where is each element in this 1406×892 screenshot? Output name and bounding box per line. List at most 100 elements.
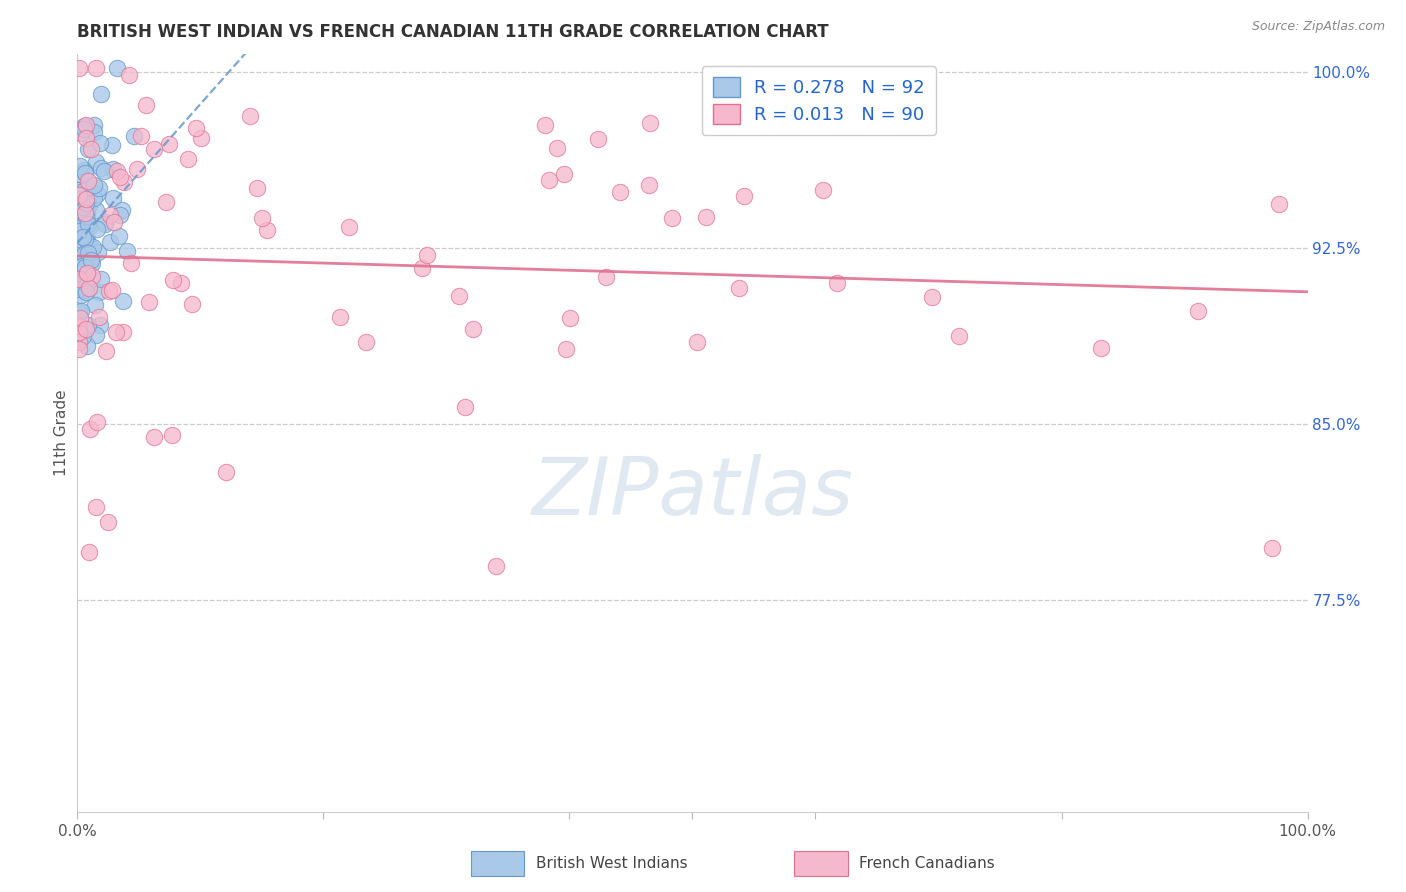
- Point: [110, 203, 132, 218]
- Point: [73, 120, 96, 134]
- Point: [337, 219, 360, 234]
- Point: [76, 277, 98, 292]
- Point: [67, 342, 90, 356]
- Point: [67, 250, 90, 264]
- Point: [67, 325, 90, 339]
- Point: [534, 118, 557, 132]
- Point: [67, 318, 90, 333]
- Point: [76, 253, 98, 268]
- Point: [72, 329, 94, 343]
- Point: [162, 273, 184, 287]
- Point: [115, 244, 138, 259]
- Text: British West Indians: British West Indians: [536, 856, 688, 871]
- Point: [546, 141, 568, 155]
- Point: [83, 125, 105, 139]
- Point: [79, 422, 101, 436]
- Point: [67, 275, 90, 289]
- Point: [921, 289, 943, 303]
- Point: [76, 142, 98, 156]
- Point: [72, 184, 94, 198]
- Point: [1261, 541, 1284, 555]
- Point: [93, 163, 115, 178]
- Point: [76, 215, 98, 229]
- Point: [67, 272, 90, 286]
- Point: [118, 68, 141, 82]
- Point: [76, 267, 98, 281]
- Point: [67, 188, 90, 202]
- Legend: R = 0.278   N = 92, R = 0.013   N = 90: R = 0.278 N = 92, R = 0.013 N = 90: [702, 66, 935, 135]
- Point: [354, 335, 377, 350]
- Point: [157, 136, 180, 151]
- Point: [72, 200, 94, 214]
- Point: [825, 276, 848, 290]
- Point: [67, 61, 90, 75]
- Point: [695, 210, 717, 224]
- Point: [79, 281, 101, 295]
- Point: [73, 194, 96, 208]
- Point: [75, 195, 97, 210]
- Point: [160, 428, 183, 442]
- Point: [96, 344, 118, 359]
- Point: [67, 333, 90, 347]
- Point: [101, 138, 124, 153]
- Point: [73, 247, 96, 261]
- Point: [87, 244, 110, 259]
- Point: [728, 281, 751, 295]
- Point: [449, 289, 471, 303]
- Point: [733, 189, 755, 203]
- Point: [72, 121, 94, 136]
- Point: [79, 219, 101, 234]
- Point: [127, 161, 149, 176]
- Point: [811, 183, 834, 197]
- Point: [67, 224, 90, 238]
- Point: [73, 162, 96, 177]
- Point: [107, 229, 129, 244]
- Point: [72, 219, 94, 234]
- Point: [112, 294, 135, 309]
- Point: [70, 277, 93, 291]
- Point: [69, 327, 91, 342]
- Point: [80, 142, 103, 156]
- Point: [86, 222, 108, 236]
- Point: [485, 558, 508, 573]
- Point: [67, 335, 90, 350]
- Point: [661, 211, 683, 226]
- Point: [75, 209, 97, 223]
- Point: [89, 310, 111, 325]
- Point: [170, 277, 193, 291]
- Point: [553, 167, 575, 181]
- Point: [180, 297, 202, 311]
- Point: [135, 97, 157, 112]
- Point: [609, 185, 631, 199]
- Point: [75, 166, 97, 180]
- Point: [72, 233, 94, 247]
- Point: [80, 241, 103, 255]
- Point: [89, 318, 111, 333]
- Point: [82, 256, 104, 270]
- Point: [70, 252, 93, 266]
- Point: [411, 261, 433, 276]
- Text: Source: ZipAtlas.com: Source: ZipAtlas.com: [1251, 20, 1385, 33]
- Point: [90, 161, 112, 176]
- Point: [76, 206, 98, 220]
- Point: [1187, 303, 1209, 318]
- Point: [329, 310, 352, 325]
- Point: [69, 159, 91, 173]
- Point: [83, 178, 105, 192]
- Point: [1268, 196, 1291, 211]
- Point: [80, 269, 103, 284]
- Point: [105, 61, 128, 75]
- Text: ZIPatlas: ZIPatlas: [531, 454, 853, 533]
- Point: [69, 126, 91, 140]
- Point: [83, 190, 105, 204]
- Point: [586, 132, 609, 146]
- Point: [67, 183, 90, 197]
- Point: [83, 118, 105, 132]
- Point: [177, 153, 200, 167]
- Point: [138, 294, 160, 309]
- Point: [77, 318, 100, 332]
- Point: [84, 297, 107, 311]
- Point: [190, 130, 212, 145]
- Point: [250, 211, 273, 226]
- Point: [73, 283, 96, 297]
